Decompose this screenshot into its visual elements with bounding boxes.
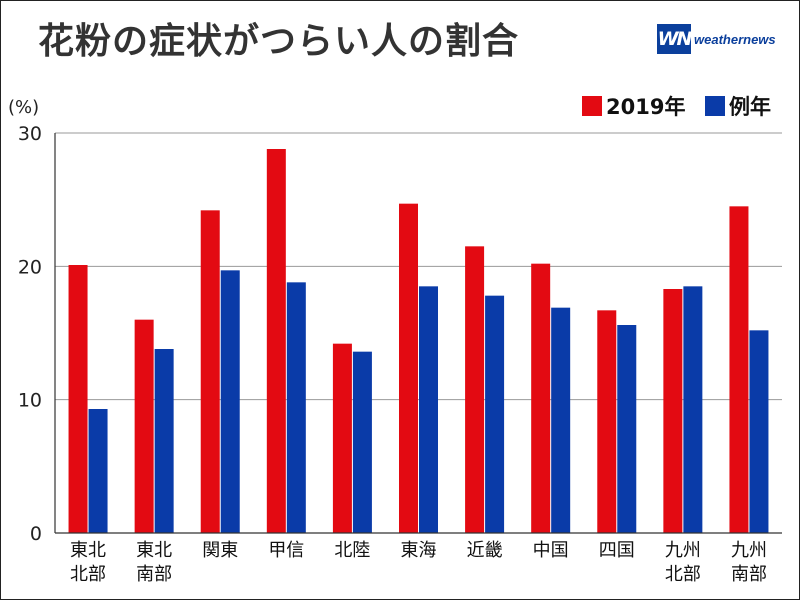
legend-label-2019: 2019年 [606,95,685,119]
bar-2019 [332,343,352,533]
chart-title: 花粉の症状がつらい人の割合 [38,21,520,62]
legend: 2019年 例年 [582,95,771,119]
x-tick-label: 北部 [665,564,701,585]
x-tick-label: 北陸 [334,540,370,561]
x-tick-label: 四国 [599,540,635,561]
legend-swatch-normal [705,96,725,116]
bar-2019 [465,246,485,534]
x-tick-label: 九州 [731,540,767,561]
x-tick-label: 関東 [202,540,238,561]
x-tick-label: 東北 [70,540,106,561]
bar-2019 [729,206,749,534]
bars [68,149,769,534]
bar-2019 [531,263,551,533]
bar-normal [683,286,703,533]
x-tick-label: 北部 [70,564,106,585]
y-tick-label: 30 [18,123,42,145]
bar-normal [154,349,174,533]
bar-normal [749,330,769,533]
x-tick-label: 中国 [533,540,569,561]
bar-normal [88,409,108,533]
bar-normal [617,325,637,533]
bar-normal [551,307,571,533]
bar-normal [352,351,372,533]
logo-mark: WN [657,24,692,54]
y-tick-label: 20 [18,256,42,278]
grid-lines [55,132,782,401]
bar-normal [419,286,438,533]
bar-2019 [663,289,683,533]
y-tick-label: 0 [30,523,42,545]
legend-label-normal: 例年 [729,95,771,119]
x-tick-label: 南部 [136,564,172,585]
weathernews-logo: WN weathernews [657,24,776,54]
bar-normal [286,282,306,533]
bar-2019 [134,319,154,533]
x-tick-label: 東北 [136,540,172,561]
bar-2019 [68,265,88,533]
x-tick-label: 九州 [665,540,701,561]
y-axis-unit: (%) [8,97,39,118]
bar-2019 [597,310,617,533]
legend-swatch-2019 [582,96,602,116]
bar-2019 [266,149,286,533]
bar-normal [220,270,240,533]
x-tick-label: 近畿 [467,540,503,561]
x-tick-label: 南部 [731,564,767,585]
x-tick-label: 東海 [401,540,437,561]
bar-normal [485,295,505,533]
bar-2019 [399,203,418,533]
logo-text: weathernews [694,31,776,47]
y-tick-label: 10 [18,390,42,412]
x-tick-label: 甲信 [268,540,304,561]
bar-2019 [200,210,220,534]
